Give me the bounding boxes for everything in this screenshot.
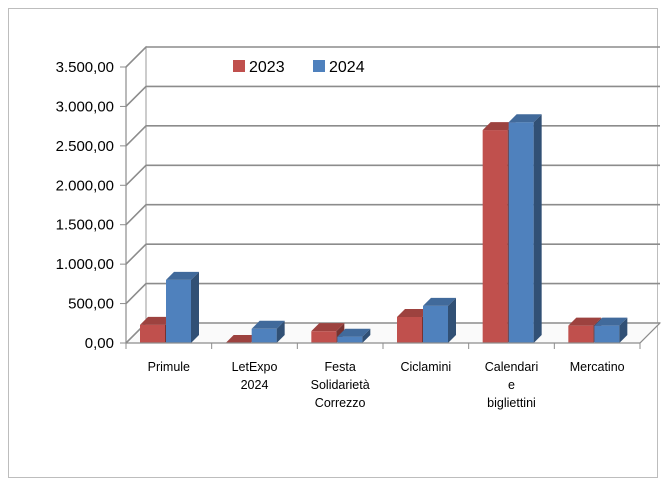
bar-2023-1: [225, 335, 259, 343]
bar-front: [568, 325, 594, 343]
bar-front: [140, 324, 165, 343]
bar-top: [508, 114, 542, 123]
x-tick-label: Festa Solidarietà Correzzo: [311, 360, 370, 410]
y-tick-label: 1.000,00: [56, 256, 114, 273]
gridlines: [125, 46, 660, 344]
legend-label: 2023: [249, 59, 285, 76]
x-tick-label: Primule: [148, 360, 190, 374]
y-tick-label: 3.000,00: [56, 98, 114, 115]
legend: 2023 2024: [233, 59, 365, 76]
x-tick-label: LetExpo 2024: [232, 360, 278, 392]
y-axis: 0,00 500,00 1.000,00 1.500,00 2.000,00 2.500,…: [56, 59, 127, 352]
bars: [140, 114, 628, 343]
legend-label: 2024: [329, 59, 365, 76]
gridline: [125, 282, 660, 305]
gridline: [125, 243, 660, 265]
y-tick-label: 2.500,00: [56, 138, 114, 155]
bar-side: [619, 317, 628, 343]
bar-side: [276, 320, 285, 343]
bar-front: [397, 316, 422, 343]
bar-top: [140, 316, 173, 325]
x-axis-depth-line: [639, 322, 661, 344]
bar-top: [311, 323, 345, 332]
bar-front: [594, 325, 620, 343]
bar-side: [191, 271, 199, 343]
gridline: [125, 203, 660, 226]
bar-top: [423, 297, 456, 306]
bar-2024-1: [251, 320, 285, 343]
bar-top: [482, 122, 516, 131]
gridline: [125, 164, 660, 186]
gridline: [125, 125, 660, 147]
bar-side: [362, 328, 371, 343]
bar-2024-2: [337, 328, 371, 343]
gridline: [125, 46, 660, 68]
bar-front: [508, 122, 534, 343]
y-tick-label: 500,00: [68, 296, 114, 313]
bar-front: [311, 331, 337, 343]
bar-top: [337, 328, 371, 337]
bar-top: [568, 317, 602, 326]
x-tick-label: Ciclamini: [400, 360, 451, 374]
bar-front: [251, 328, 277, 343]
y-tick-label: 3.500,00: [56, 59, 114, 76]
bar-2024-0: [166, 271, 199, 343]
gridline: [125, 85, 660, 107]
bar-2024-4: [508, 114, 542, 343]
bar-front: [423, 305, 448, 343]
bar-top: [251, 320, 285, 329]
bar-top: [225, 335, 259, 343]
bar-side: [533, 114, 542, 343]
bar-top: [166, 271, 199, 280]
bar-front: [482, 130, 508, 343]
x-axis: Primule LetExpo 2024 Festa Solidarietà Correz…: [125, 322, 661, 410]
legend-swatch: [313, 60, 325, 72]
chart-side-wall: [125, 45, 147, 345]
bar-front: [337, 336, 363, 343]
bar-2024-3: [423, 297, 456, 343]
bar-front: [166, 279, 191, 343]
legend-entry-2023: 2023: [233, 59, 285, 76]
bar-2024-5: [594, 317, 628, 343]
y-tick-label: 0,00: [85, 335, 114, 352]
bar-side: [448, 297, 456, 343]
legend-entry-2024: 2024: [313, 59, 365, 76]
legend-swatch: [233, 60, 245, 72]
bar-top: [594, 317, 628, 326]
y-tick-label: 2.000,00: [56, 177, 114, 194]
bar-top: [397, 308, 430, 317]
x-tick-label: Mercatino: [570, 360, 625, 374]
chart-walls: [124, 45, 662, 345]
y-tick-label: 1.500,00: [56, 217, 114, 234]
x-tick-label: Calendari e bigliettini: [485, 360, 539, 410]
